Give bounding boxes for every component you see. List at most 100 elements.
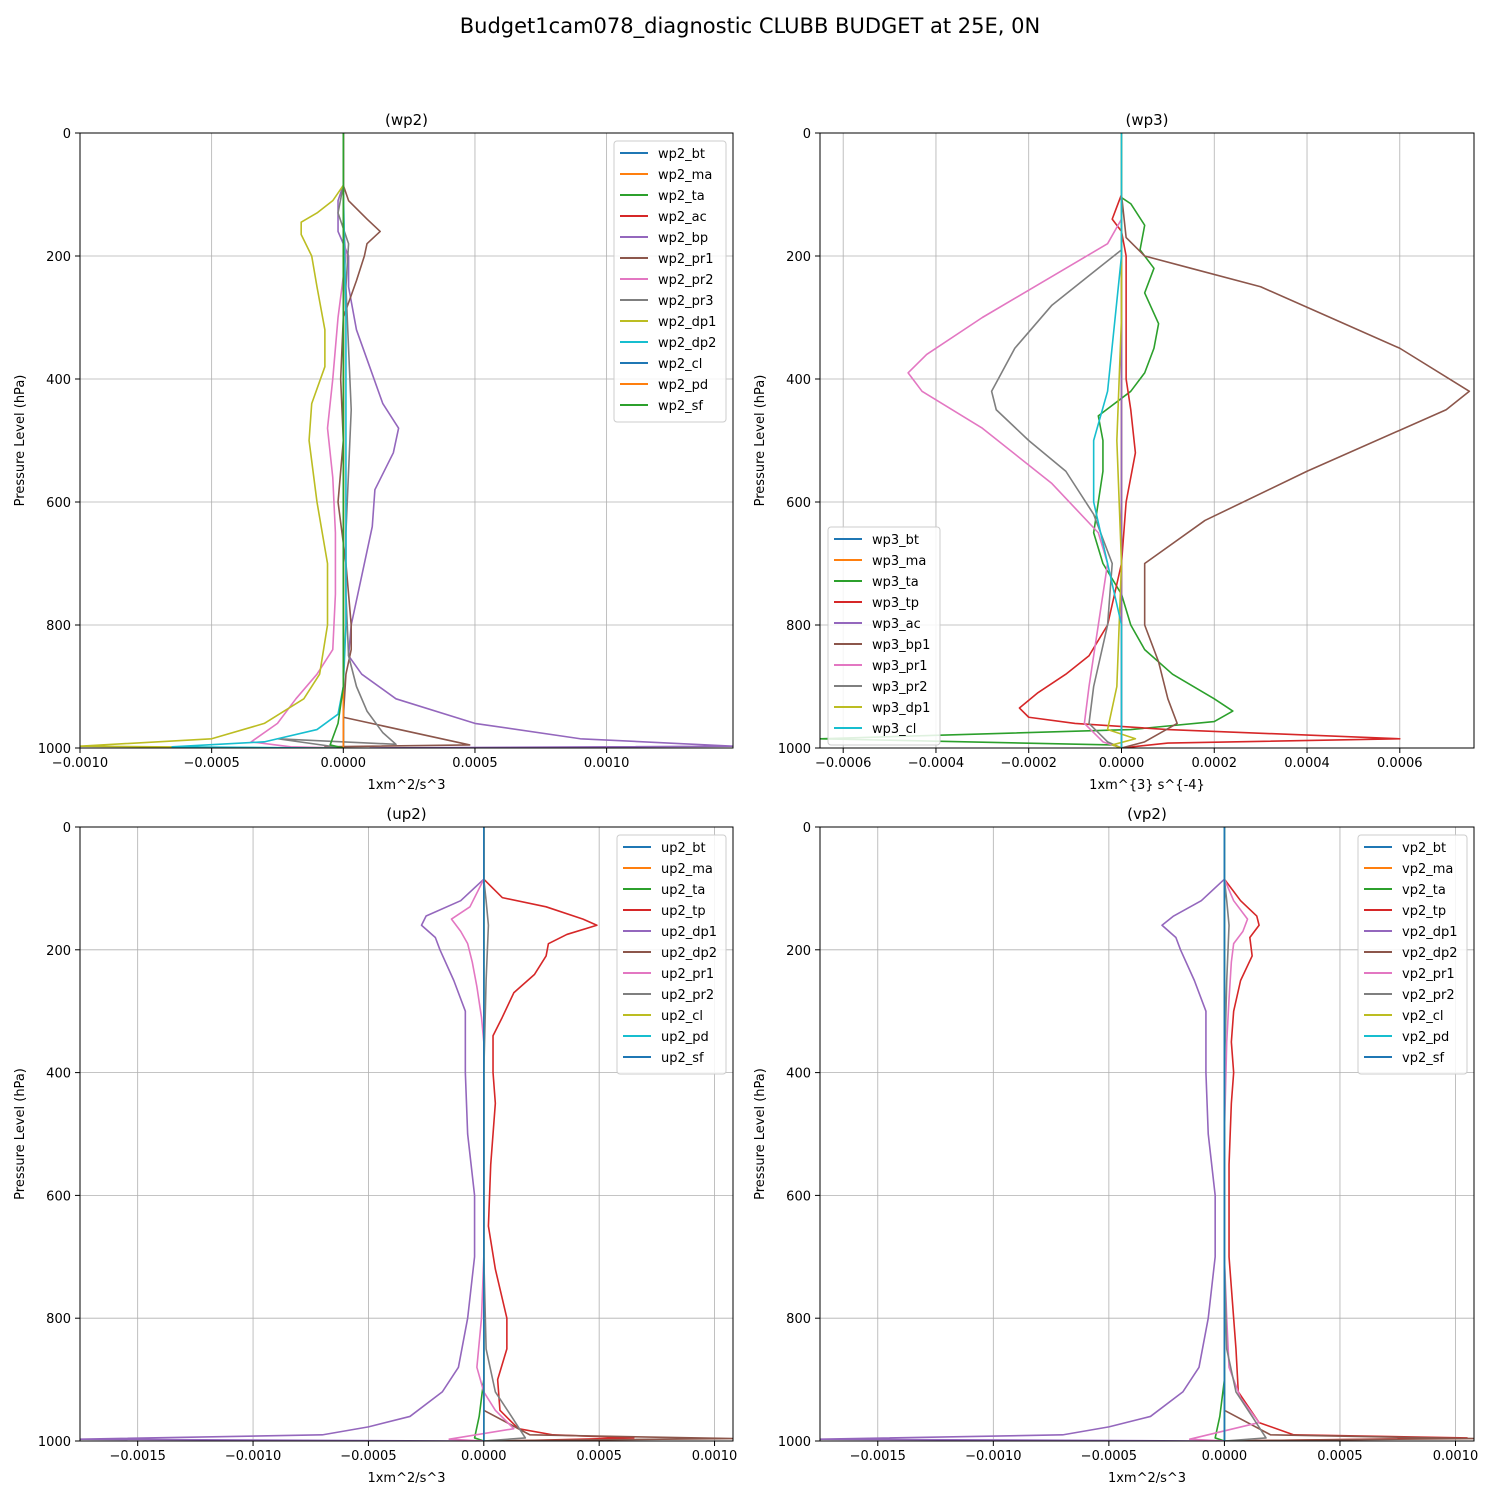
x-tick-label: −0.0015 <box>850 1449 906 1464</box>
legend-entry: wp2_cl <box>658 357 702 372</box>
y-tick-label: 200 <box>46 250 71 265</box>
legend-entry: vp2_cl <box>1402 1009 1443 1024</box>
legend-entry: wp2_pr1 <box>658 252 714 267</box>
y-tick-label: 1000 <box>38 742 71 757</box>
y-tick-label: 200 <box>786 250 811 265</box>
y-tick-label: 1000 <box>778 742 811 757</box>
subplot-title: (vp2) <box>1127 805 1167 823</box>
legend-entry: wp2_dp1 <box>658 315 716 330</box>
series-line-wp3_cl <box>1092 133 1123 748</box>
legend-entry: wp3_tp <box>872 596 919 611</box>
legend-entry: up2_pr2 <box>661 988 714 1003</box>
x-tick-label: 0.0002 <box>1192 756 1238 771</box>
legend-entry: wp2_bp <box>658 231 708 246</box>
subplot-up2: −0.0015 −0.0010 −0.0005 0.0000 0.0005 0.0010 0… <box>13 805 737 1486</box>
subplot-title: (wp3) <box>1125 111 1168 129</box>
y-tick-label: 1000 <box>38 1435 71 1450</box>
y-tick-label: 0 <box>803 821 811 836</box>
legend-entry: up2_dp2 <box>661 946 717 961</box>
y-tick-label: 800 <box>46 619 71 634</box>
legend: wp3_bt wp3_ma wp3_ta wp3_tp wp3_ac wp3_bp1 wp3… <box>827 526 941 746</box>
series-line-wp2_pr3 <box>276 133 397 748</box>
legend-entry: vp2_ta <box>1402 883 1446 898</box>
subplot-title: (wp2) <box>385 111 428 129</box>
series-group <box>80 133 733 748</box>
y-tick-label: 600 <box>46 496 71 511</box>
axes-frame <box>819 132 1475 749</box>
x-axis-label: 1xm^2/s^3 <box>367 1471 445 1486</box>
legend-entry: wp3_ac <box>872 617 921 632</box>
x-tick-label: 0.0000 <box>461 1449 507 1464</box>
y-tick-label: 800 <box>786 619 811 634</box>
series-line-up2_pr1 <box>448 827 515 1441</box>
series-line-wp3_tp <box>1018 133 1401 748</box>
subplot-wp3: −0.0006 −0.0004 −0.0002 0.0000 0.0002 0.0004 0… <box>753 111 1475 793</box>
series-line-wp3_pr1 <box>907 133 1123 748</box>
x-axis-label: 1xm^2/s^3 <box>1108 1471 1186 1486</box>
legend-entry: wp3_pr1 <box>872 659 928 674</box>
legend-entry: up2_bt <box>661 841 706 856</box>
legend-entry: vp2_pr1 <box>1402 967 1455 982</box>
figure-title: Budget1cam078_diagnostic CLUBB BUDGET at… <box>459 14 1041 38</box>
y-tick-label: 1000 <box>778 1435 811 1450</box>
legend-entry: up2_ta <box>661 883 705 898</box>
legend-entry: vp2_ma <box>1402 862 1453 877</box>
legend-entry: wp2_bt <box>658 147 705 162</box>
legend: vp2_bt vp2_ma vp2_ta vp2_tp vp2_dp1 vp2_dp2vp… <box>1357 834 1468 1075</box>
legend-entry: wp3_bp1 <box>872 638 930 653</box>
legend-entry: wp2_pd <box>658 378 708 393</box>
series-line-vp2_dp1 <box>820 827 1226 1441</box>
legend-entry: wp2_sf <box>658 399 703 414</box>
y-tick-label: 400 <box>786 1067 811 1082</box>
legend-entry: vp2_tp <box>1402 904 1446 919</box>
x-tick-label: 0.0010 <box>584 756 630 771</box>
x-tick-label: 0.0010 <box>692 1449 738 1464</box>
y-tick-label: 800 <box>786 1312 811 1327</box>
y-tick-label: 200 <box>786 944 811 959</box>
legend-entry: vp2_dp1 <box>1402 925 1458 940</box>
y-axis-label: Pressure Level (hPa) <box>753 1068 768 1200</box>
axes-frame <box>819 826 1475 1442</box>
y-tick-label: 0 <box>63 127 71 142</box>
legend-entry: wp3_dp1 <box>872 701 930 716</box>
legend-entry: up2_pr1 <box>661 967 714 982</box>
legend-entry: vp2_pd <box>1402 1030 1449 1045</box>
legend-entry: wp3_ma <box>872 554 926 569</box>
y-tick-label: 400 <box>46 1067 71 1082</box>
series-line-wp2_pr2 <box>250 133 347 748</box>
series-group <box>820 827 1474 1441</box>
legend-entry: up2_pd <box>661 1030 709 1045</box>
x-tick-label: 0.0000 <box>1099 756 1145 771</box>
legend-entry: wp3_bt <box>872 533 919 548</box>
subplot-wp2: −0.0010 −0.0005 0.0000 0.0005 0.0010 0 200 400 6… <box>13 111 734 793</box>
legend-entry: wp2_ma <box>658 168 712 183</box>
series-line-wp3_pr2 <box>990 133 1123 748</box>
legend-entry: vp2_sf <box>1402 1051 1444 1066</box>
series-group <box>820 133 1471 748</box>
legend-entry: vp2_pr2 <box>1402 988 1455 1003</box>
axes-frame <box>79 132 734 749</box>
axes-frame <box>79 826 734 1442</box>
legend: wp2_bt wp2_ma wp2_ta wp2_ac wp2_bp wp2_pr1 wp2… <box>613 140 727 423</box>
y-tick-label: 0 <box>803 127 811 142</box>
y-tick-label: 200 <box>46 944 71 959</box>
legend-box <box>613 140 727 423</box>
legend-entry: wp2_ac <box>658 210 707 225</box>
x-tick-label: 0.0004 <box>1284 756 1330 771</box>
x-tick-label: −0.0010 <box>965 1449 1021 1464</box>
legend-entry: wp3_ta <box>872 575 919 590</box>
x-tick-label: 0.0006 <box>1377 756 1423 771</box>
x-tick-label: 0.0010 <box>1433 1449 1479 1464</box>
x-tick-label: −0.0010 <box>225 1449 281 1464</box>
series-group <box>80 827 733 1441</box>
x-tick-label: 0.0005 <box>576 1449 622 1464</box>
series-line-up2_tp <box>483 827 635 1441</box>
y-tick-label: 600 <box>786 496 811 511</box>
y-axis-label: Pressure Level (hPa) <box>753 375 768 507</box>
legend-entry: wp2_dp2 <box>658 336 716 351</box>
y-axis-label: Pressure Level (hPa) <box>13 1068 28 1200</box>
x-tick-label: 0.0000 <box>1202 1449 1248 1464</box>
x-tick-label: −0.0005 <box>183 756 239 771</box>
series-line-wp3_dp1 <box>1106 133 1137 748</box>
